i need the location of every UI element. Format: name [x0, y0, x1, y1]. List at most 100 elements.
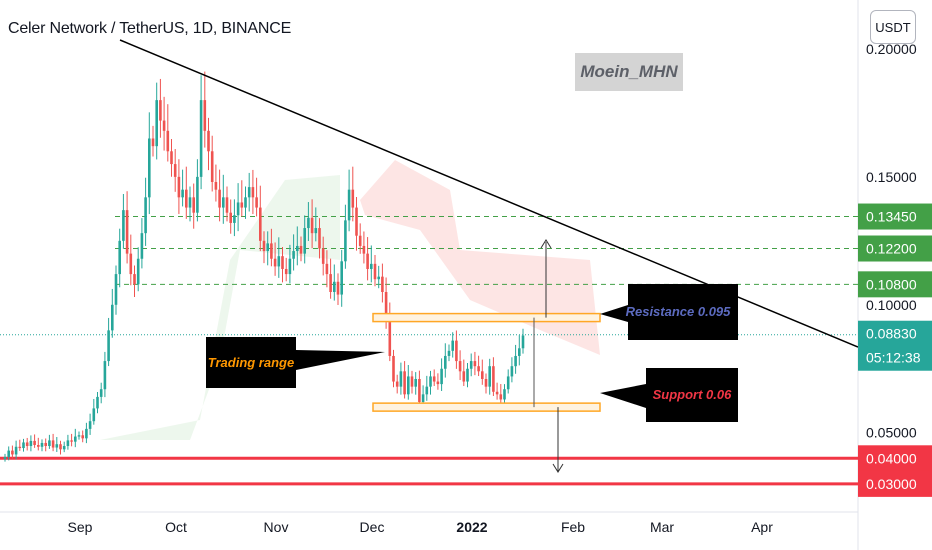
candle-body [370, 263, 373, 269]
ichimoku-cloud-green [100, 175, 340, 440]
candle-body [203, 100, 207, 131]
candle-body [481, 371, 484, 379]
candle-body [277, 256, 281, 267]
candle-body [373, 263, 377, 280]
y-tick-label: 0.10000 [866, 297, 917, 313]
candle-body [207, 130, 210, 152]
candle-body [196, 176, 199, 213]
candle-body [318, 228, 321, 249]
candle-body [255, 197, 258, 208]
candle-body [225, 197, 229, 213]
candle-body [355, 207, 358, 236]
candle-body [462, 371, 466, 382]
candle-body [233, 215, 236, 223]
candle-body [199, 100, 203, 177]
candle-body [33, 440, 36, 445]
candle-body [458, 361, 462, 372]
price-label-value: 0.10800 [866, 276, 917, 292]
candle-body [436, 381, 440, 385]
candle-body [418, 378, 421, 403]
candle-body [303, 228, 306, 254]
candle-body [14, 446, 18, 455]
x-tick-label: Mar [650, 519, 674, 535]
x-tick-label: 2022 [456, 519, 487, 535]
support-zone-box [372, 402, 601, 412]
candle-body [247, 187, 251, 198]
candle-body [262, 240, 266, 252]
resistance-zone-box [372, 312, 601, 323]
candle-body [484, 378, 488, 387]
candle-body [11, 450, 14, 455]
candle-body [414, 378, 417, 387]
price-label-badge [858, 235, 932, 262]
candle-body [492, 366, 495, 392]
candle-body [7, 450, 10, 458]
candle-body [59, 444, 62, 450]
candle-body [22, 442, 25, 449]
candle-body [444, 355, 447, 369]
candle-body [136, 258, 140, 285]
price-label-value: 0.12200 [866, 241, 917, 257]
candle-body [129, 253, 133, 275]
candle-body [518, 348, 521, 356]
candle-body [92, 408, 96, 422]
candle-body [259, 207, 262, 241]
trading-range-callout [206, 337, 385, 388]
candle-body [103, 361, 107, 390]
candle-body [151, 138, 155, 147]
candle-body [77, 435, 81, 437]
candle-body [236, 202, 240, 216]
chart-title: Celer Network / TetherUS, 1D, BINANCE [8, 20, 292, 37]
price-label-badge [858, 470, 932, 497]
candle-body [384, 292, 388, 318]
candle-body [429, 376, 432, 387]
candle-body [321, 248, 325, 264]
candle-body [81, 435, 84, 439]
candle-body [358, 235, 362, 246]
price-label-value: 0.13450 [866, 209, 917, 225]
candle-body [425, 386, 429, 395]
candle-body [299, 245, 303, 254]
author-watermark: Moein_MHN [575, 53, 683, 91]
candle-body [214, 181, 218, 190]
support-callout [600, 368, 738, 422]
candle-body [399, 371, 403, 387]
candle-body [281, 256, 284, 269]
price-label-badge [858, 320, 932, 371]
candle-body [366, 253, 369, 269]
candle-body [403, 371, 406, 395]
currency-button[interactable]: USDT [870, 10, 916, 44]
candle-body [133, 274, 136, 285]
candle-body [173, 164, 177, 177]
candle-body [192, 197, 195, 213]
candle-body [377, 276, 380, 280]
resistance-label: Resistance 0.095 [626, 304, 732, 319]
candle-body [185, 189, 188, 208]
trading-range-label: Trading range [208, 355, 294, 370]
candle-body [488, 366, 491, 387]
candle-body [251, 187, 255, 198]
candle-body [162, 120, 166, 131]
price-label-badge [858, 445, 932, 472]
candle-body [473, 361, 477, 367]
candle-body [88, 421, 92, 429]
candle-body [148, 138, 151, 198]
candle-body [62, 446, 66, 450]
candle-body [325, 263, 329, 275]
candle-body [25, 442, 29, 447]
support-label: Support 0.06 [653, 387, 733, 402]
candle-body [122, 210, 125, 241]
candle-body [381, 276, 384, 293]
candle-body [37, 444, 40, 447]
resistance-callout [600, 284, 738, 340]
y-tick-label: 0.15000 [866, 169, 917, 185]
candle-body [118, 240, 121, 275]
candle-body [66, 440, 70, 447]
x-tick-label: Oct [165, 519, 187, 535]
candle-body [292, 251, 295, 259]
candle-body [48, 440, 51, 447]
candle-body [495, 391, 499, 395]
candle-body [74, 436, 77, 442]
candle-body [340, 261, 343, 295]
